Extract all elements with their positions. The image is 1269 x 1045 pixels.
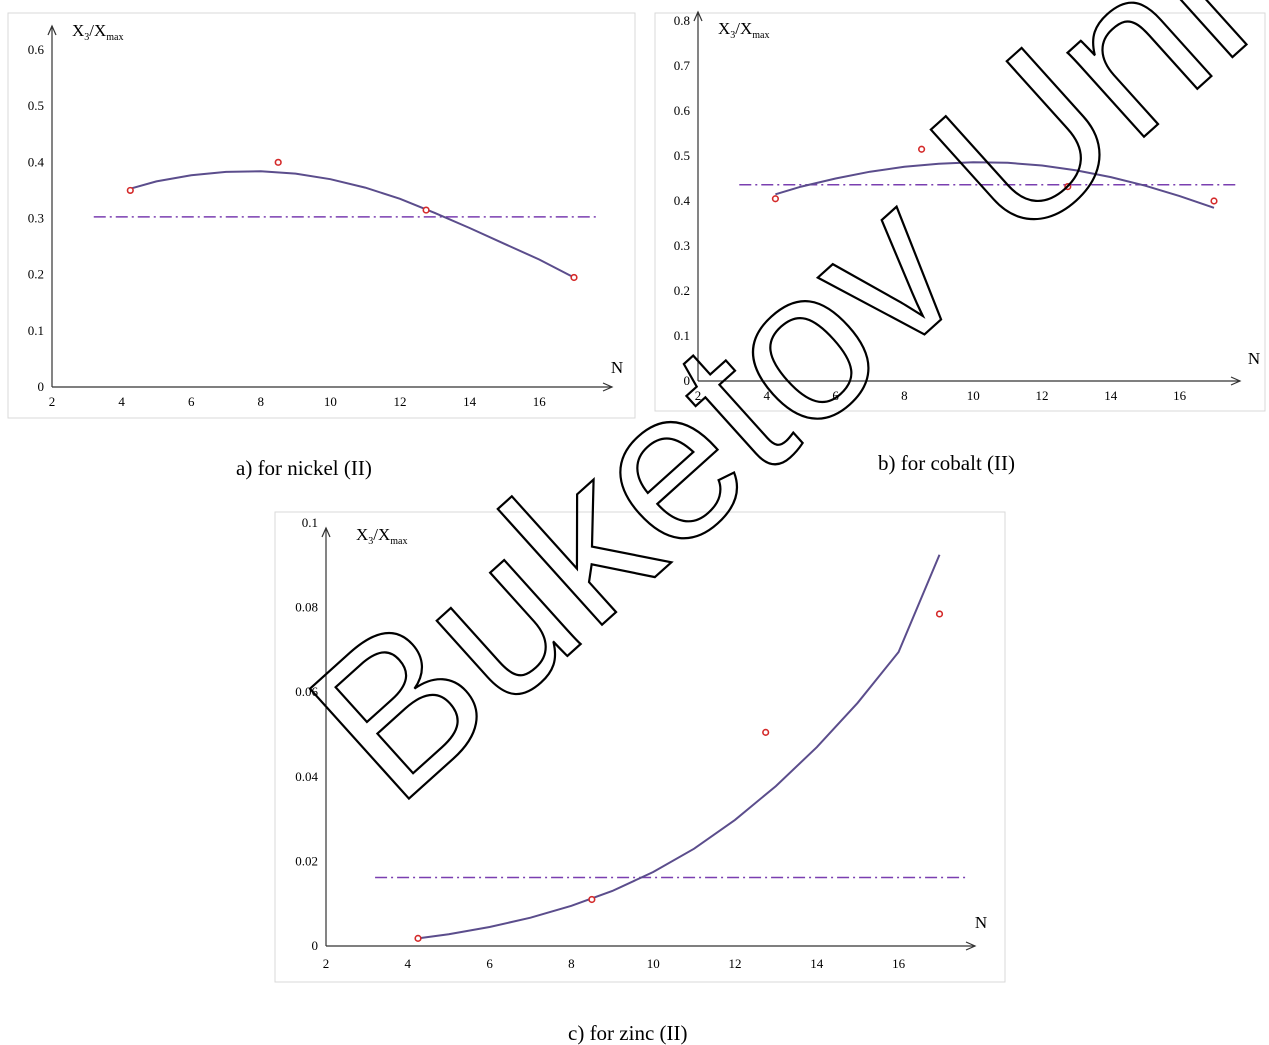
y-axis-label: X3/Xmax xyxy=(72,21,124,43)
x-tick-label: 6 xyxy=(486,956,493,971)
y-tick-label: 0.3 xyxy=(28,211,44,226)
x-tick-label: 16 xyxy=(1173,388,1187,403)
x-tick-label: 12 xyxy=(394,394,407,409)
data-point xyxy=(588,895,596,904)
x-tick-label: 12 xyxy=(1036,388,1049,403)
x-tick-label: 10 xyxy=(324,394,337,409)
x-axis-label: N xyxy=(611,358,623,377)
y-axis-arrow xyxy=(693,10,703,22)
y-tick-label: 0.6 xyxy=(674,103,691,118)
trend-line xyxy=(417,554,941,940)
x-tick-label: 4 xyxy=(764,388,771,403)
y-tick-label: 0.02 xyxy=(295,853,318,868)
x-tick-label: 8 xyxy=(258,394,265,409)
y-axis-label: X3/Xmax xyxy=(718,19,770,41)
data-point xyxy=(1064,183,1072,191)
y-tick-label: 0.2 xyxy=(28,267,44,282)
data-point xyxy=(935,610,944,618)
chart-frame xyxy=(654,12,1266,412)
data-point xyxy=(762,728,770,736)
panel-cobalt: 2 4 6 8 10 12 14 16 0 0.1 0.2 0.3 0.4 0.5 0.6 0.7 0.8 X3/… xyxy=(654,10,1266,475)
data-point xyxy=(771,195,780,203)
x-tick-label: 6 xyxy=(832,388,839,403)
data-point xyxy=(274,158,282,166)
x-tick-label: 10 xyxy=(967,388,980,403)
x-tick-label: 6 xyxy=(188,394,195,409)
y-tick-label: 0.7 xyxy=(674,58,691,73)
x-tick-label: 14 xyxy=(810,956,824,971)
y-tick-label: 0.4 xyxy=(674,193,691,208)
x-tick-label: 4 xyxy=(118,394,125,409)
panel-nickel: 2 4 6 8 10 12 14 16 0 0.1 0.2 0.3 0.4 0.5 0.6 X3/Xmax Na… xyxy=(7,12,636,480)
chart-frame xyxy=(274,511,1006,983)
x-axis-label: N xyxy=(1248,349,1260,368)
panel-zinc: 2 4 6 8 10 12 14 16 0 0.02 0.04 0.06 0.08 0.1 X3/Xmax N… xyxy=(274,511,1006,1045)
x-tick-label: 14 xyxy=(1104,388,1118,403)
x-axis-arrow xyxy=(965,941,977,951)
x-tick-label: 2 xyxy=(323,956,330,971)
x-tick-label: 14 xyxy=(463,394,477,409)
y-tick-label: 0.06 xyxy=(295,684,318,699)
y-tick-label: 0.5 xyxy=(28,98,44,113)
chart-caption: c) for zinc (II) xyxy=(568,1021,688,1045)
y-tick-label: 0.08 xyxy=(295,600,318,615)
y-tick-label: 0.4 xyxy=(28,154,45,169)
y-tick-label: 0.8 xyxy=(674,13,690,28)
data-point xyxy=(414,934,422,942)
y-axis-arrow xyxy=(321,526,331,538)
y-tick-label: 0.04 xyxy=(295,769,318,784)
y-tick-label: 0 xyxy=(312,938,319,953)
y-tick-label: 0.6 xyxy=(28,42,45,57)
x-tick-label: 16 xyxy=(892,956,906,971)
x-tick-label: 2 xyxy=(49,394,56,409)
x-axis-label: N xyxy=(975,913,987,932)
y-tick-label: 0 xyxy=(684,373,691,388)
y-tick-label: 0.3 xyxy=(674,238,690,253)
x-tick-label: 10 xyxy=(647,956,660,971)
y-tick-label: 0 xyxy=(38,379,45,394)
y-tick-label: 0.5 xyxy=(674,148,690,163)
chart-frame xyxy=(7,12,636,419)
y-axis-arrow xyxy=(47,24,57,36)
x-tick-label: 8 xyxy=(901,388,908,403)
trend-line xyxy=(775,161,1215,209)
x-tick-label: 8 xyxy=(568,956,575,971)
x-tick-label: 16 xyxy=(533,394,547,409)
data-point xyxy=(570,273,578,282)
x-tick-label: 12 xyxy=(729,956,742,971)
y-tick-label: 0.2 xyxy=(674,283,690,298)
data-point xyxy=(422,206,430,214)
y-tick-label: 0.1 xyxy=(674,328,690,343)
data-point xyxy=(1210,197,1218,205)
y-tick-label: 0.1 xyxy=(28,323,44,338)
x-axis-arrow xyxy=(1230,376,1242,386)
data-point xyxy=(917,145,926,153)
trend-line xyxy=(130,170,575,279)
watermark-text: Buketov Univ xyxy=(265,0,1269,845)
x-tick-label: 2 xyxy=(695,388,702,403)
x-axis-arrow xyxy=(602,382,614,392)
y-tick-label: 0.1 xyxy=(302,515,318,530)
x-tick-label: 4 xyxy=(405,956,412,971)
y-axis-label: X3/Xmax xyxy=(356,525,408,547)
chart-caption: b) for cobalt (II) xyxy=(878,451,1015,475)
data-point xyxy=(126,186,134,195)
chart-caption: a) for nickel (II) xyxy=(236,456,372,480)
